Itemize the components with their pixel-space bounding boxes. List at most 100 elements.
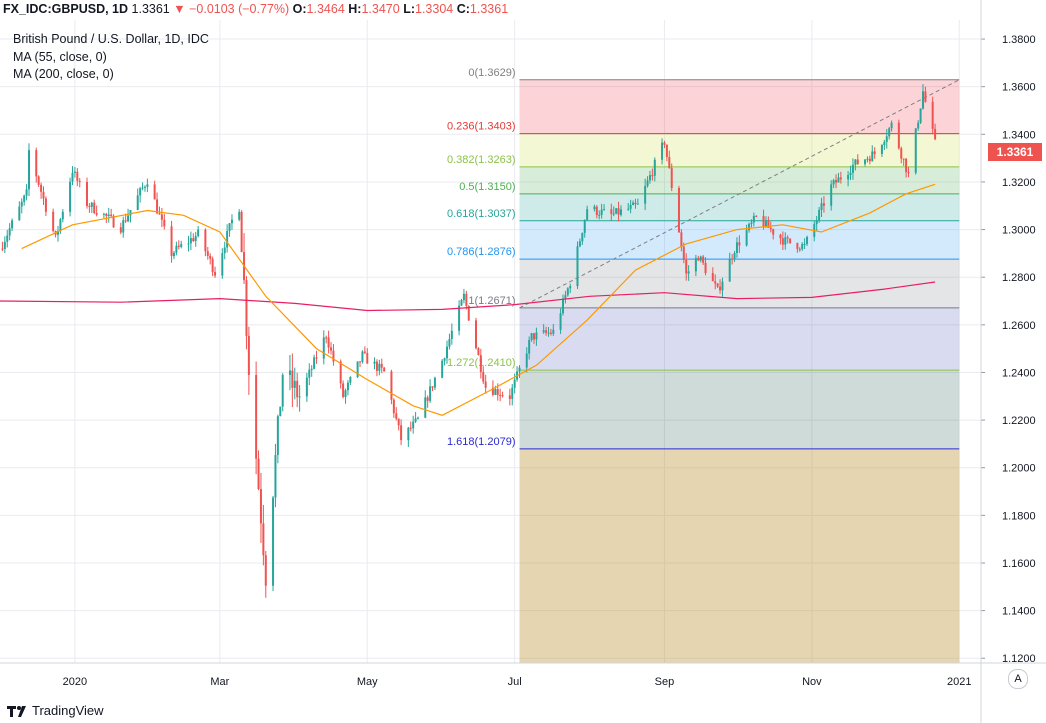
candle-body <box>552 329 555 334</box>
candle-body <box>835 180 838 183</box>
candle-body <box>23 195 26 202</box>
candle-body <box>78 180 81 182</box>
candle-body <box>230 219 233 224</box>
candle-body <box>395 413 398 419</box>
candle-body <box>900 148 903 159</box>
candle-body <box>122 220 125 233</box>
candle-body <box>52 211 55 231</box>
y-tick-label: 1.1600 <box>1002 558 1036 570</box>
candle-body <box>786 237 789 239</box>
legend-ma200[interactable]: MA (200, close, 0) <box>13 67 114 81</box>
last-price-tag: 1.3361 <box>988 143 1042 161</box>
candle-body <box>491 387 494 395</box>
candle-body <box>458 305 461 331</box>
candle-body <box>818 209 821 221</box>
candle-body <box>73 171 76 173</box>
y-tick-label: 1.2200 <box>1002 415 1036 427</box>
candle-body <box>342 383 345 397</box>
fib-zone-0.236 <box>519 133 960 167</box>
candle-body <box>412 421 415 429</box>
x-tick-label: Mar <box>210 676 229 688</box>
fib-level-label: 0.382(1.3263) <box>447 154 516 166</box>
candle-body <box>711 273 714 282</box>
candle-body <box>139 188 142 196</box>
candle-body <box>499 395 502 397</box>
candle-body <box>247 335 250 376</box>
low-label: L: <box>403 2 415 16</box>
tradingview-logo-icon <box>7 705 26 717</box>
candle-body <box>924 91 927 102</box>
auto-scale-button[interactable]: A <box>1008 669 1028 689</box>
candle-body <box>851 164 854 173</box>
candle-body <box>187 243 190 245</box>
candle-body <box>665 144 668 157</box>
candle-body <box>35 150 38 177</box>
candle-body <box>832 180 835 185</box>
candle-body <box>44 198 47 212</box>
candle-body <box>719 286 722 291</box>
tradingview-branding[interactable]: TradingView <box>6 703 104 718</box>
candle-body <box>209 255 212 259</box>
candle-body <box>95 213 98 215</box>
candle-body <box>697 257 700 261</box>
candle-body <box>61 211 64 220</box>
candle-body <box>564 295 567 299</box>
candle-body <box>532 333 535 340</box>
fib-level-label: 0(1.3629) <box>468 67 515 79</box>
candle-body <box>380 363 383 368</box>
candle-body <box>542 330 545 333</box>
candle-body <box>69 181 72 212</box>
candle-body <box>484 381 487 388</box>
candle-body <box>648 175 651 181</box>
candle-body <box>8 228 11 236</box>
candle-body <box>837 177 840 183</box>
candle-body <box>535 332 538 340</box>
candle-body <box>661 142 664 160</box>
candle-body <box>525 353 528 368</box>
candle-body <box>310 368 313 370</box>
candle-body <box>189 238 192 244</box>
candle-body <box>211 258 214 273</box>
candle-body <box>346 382 349 391</box>
legend-ma55[interactable]: MA (55, close, 0) <box>13 50 107 64</box>
candle-body <box>373 361 376 364</box>
candle-body <box>513 379 516 388</box>
fib-level-label: 0.618(1.3037) <box>447 208 516 220</box>
candle-body <box>446 346 449 359</box>
candle-body <box>644 186 647 204</box>
candle-body <box>733 253 736 259</box>
y-tick-label: 1.2400 <box>1002 367 1036 379</box>
x-tick-label: Sep <box>655 676 675 688</box>
x-tick-label: Jul <box>508 676 522 688</box>
candle-body <box>325 337 328 339</box>
candle-body <box>702 256 705 263</box>
candle-body <box>214 272 217 276</box>
candle-body <box>264 555 267 586</box>
candle-body <box>627 208 630 210</box>
candle-body <box>110 214 113 217</box>
fib-zone-0.5 <box>519 193 960 221</box>
candle-body <box>330 347 333 351</box>
candle-body <box>276 416 279 456</box>
candle-body <box>745 230 748 246</box>
y-tick-label: 1.3800 <box>1002 34 1036 46</box>
candle-body <box>629 205 632 209</box>
y-tick-label: 1.1200 <box>1002 653 1036 665</box>
candle-body <box>820 203 823 210</box>
candle-body <box>769 227 772 230</box>
candle-body <box>197 229 200 237</box>
candle-body <box>919 108 922 123</box>
candle-body <box>153 184 156 200</box>
candle-body <box>789 238 792 244</box>
candle-body <box>226 231 229 248</box>
candle-body <box>494 389 497 395</box>
candle-body <box>501 395 504 397</box>
candle-body <box>847 175 850 180</box>
candle-body <box>431 386 434 388</box>
candle-body <box>441 360 444 378</box>
candle-body <box>917 122 920 129</box>
close-label: C: <box>456 2 470 16</box>
low-value: 1.3304 <box>415 2 454 16</box>
y-tick-label: 1.3600 <box>1002 82 1036 94</box>
